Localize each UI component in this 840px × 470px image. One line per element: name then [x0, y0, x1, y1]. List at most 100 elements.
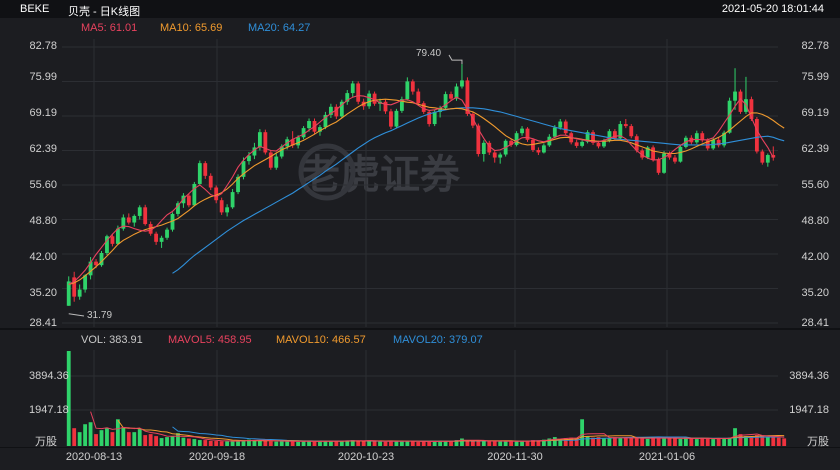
mavol10-indicator: MAVOL10: 466.57 [276, 334, 366, 346]
volume-bar [296, 441, 301, 446]
volume-bar [514, 441, 519, 446]
vol-tick-label-right: 1947.18 [789, 404, 829, 416]
volume-bar [132, 432, 137, 446]
volume-bar [416, 442, 421, 446]
volume-bar [552, 437, 557, 446]
candle-body [137, 207, 142, 216]
volume-bar [487, 441, 492, 446]
candle-body [328, 106, 333, 115]
candle-body [154, 233, 159, 242]
vol-tick-label-right: 3894.36 [789, 370, 829, 382]
volume-bar [694, 439, 699, 446]
volume-bar [574, 438, 579, 446]
vol-unit-label-right: 万股 [807, 436, 829, 448]
candle-body [656, 159, 661, 173]
volume-bar [219, 441, 224, 446]
candle-body [460, 80, 464, 87]
y-tick-label-right: 62.39 [801, 143, 829, 155]
min-price-label: 31.79 [87, 310, 113, 321]
y-tick-label-left: 35.20 [29, 287, 57, 299]
candle-body [416, 91, 421, 104]
volume-bar [421, 441, 426, 446]
vol-tick-label-left: 3894.36 [29, 370, 69, 382]
candle-body [421, 103, 426, 112]
volume-bar [214, 441, 219, 446]
candle-body [307, 121, 311, 129]
volume-bar [99, 430, 104, 446]
volume-bar [236, 440, 240, 446]
volume-bar [378, 441, 382, 446]
volume-bar [225, 441, 230, 446]
volume-bar [88, 422, 93, 446]
volume-bar [651, 437, 656, 446]
candle-body [159, 237, 164, 242]
ma20-indicator: MA20: 64.27 [248, 22, 311, 34]
candle-body [268, 152, 273, 168]
volume-bar [536, 440, 541, 446]
volume-bar [432, 441, 437, 446]
y-tick-label-right: 42.00 [801, 251, 829, 263]
candle-body [186, 195, 191, 206]
header-bar: BEKE 贝壳 - 日K线图 2021-05-20 18:01:44 [0, 0, 840, 18]
candle-body [176, 203, 180, 214]
volume-bar [274, 441, 279, 446]
volume-bar [509, 441, 514, 446]
candle-body [208, 175, 213, 188]
candle-body [110, 236, 115, 244]
candle-body [241, 161, 246, 177]
candle-body [498, 154, 503, 158]
candle-body [126, 217, 131, 223]
volume-bar [656, 437, 661, 446]
candle-body [645, 147, 650, 158]
volume-bar [591, 437, 595, 446]
mavol5-line [90, 411, 785, 442]
y-tick-label-left: 69.19 [29, 107, 57, 119]
y-tick-label-left: 62.39 [29, 143, 57, 155]
y-tick-label-left: 48.80 [29, 215, 57, 227]
candle-body [640, 150, 645, 158]
candle-body [105, 236, 109, 253]
volume-bar [623, 437, 628, 446]
volume-bar [602, 438, 606, 446]
volume-bar [776, 437, 781, 446]
volume-bar [328, 440, 333, 446]
volume-bar [645, 438, 650, 446]
candle-body [88, 261, 93, 276]
volume-bar [629, 438, 634, 446]
candle-body [509, 140, 514, 145]
volume-bar [722, 438, 727, 446]
candle-body [771, 155, 776, 158]
volume-bar [744, 436, 748, 446]
volume-bar [323, 440, 328, 446]
watermark-logo [298, 143, 356, 201]
volume-bar [520, 440, 524, 446]
volume-bar [115, 419, 120, 446]
volume-bar [105, 428, 109, 446]
volume-bar [727, 437, 732, 446]
candle-body [274, 156, 279, 168]
volume-bar [186, 438, 191, 446]
candle-body [290, 139, 295, 146]
candle-body [121, 217, 126, 229]
volume-bar [673, 438, 677, 446]
volume-bar [640, 438, 645, 446]
volume-bar [110, 432, 115, 446]
candle-body [678, 146, 683, 162]
candle-body [148, 224, 153, 234]
candle-body [77, 289, 82, 297]
volume-bar [263, 440, 268, 446]
candle-body [230, 192, 235, 208]
candle-body [263, 132, 268, 153]
volume-bar [563, 438, 568, 446]
candle-body [591, 132, 595, 143]
volume-bar [700, 438, 705, 446]
volume-bar [334, 441, 339, 446]
volume-bar [307, 440, 311, 446]
ma20-line [172, 107, 785, 274]
x-tick-label: 2020-08-13 [65, 451, 123, 463]
volume-bar [181, 437, 186, 446]
volume-bar [476, 440, 481, 446]
candle-body [83, 275, 88, 290]
vol-unit-label-left: 万股 [35, 436, 57, 448]
